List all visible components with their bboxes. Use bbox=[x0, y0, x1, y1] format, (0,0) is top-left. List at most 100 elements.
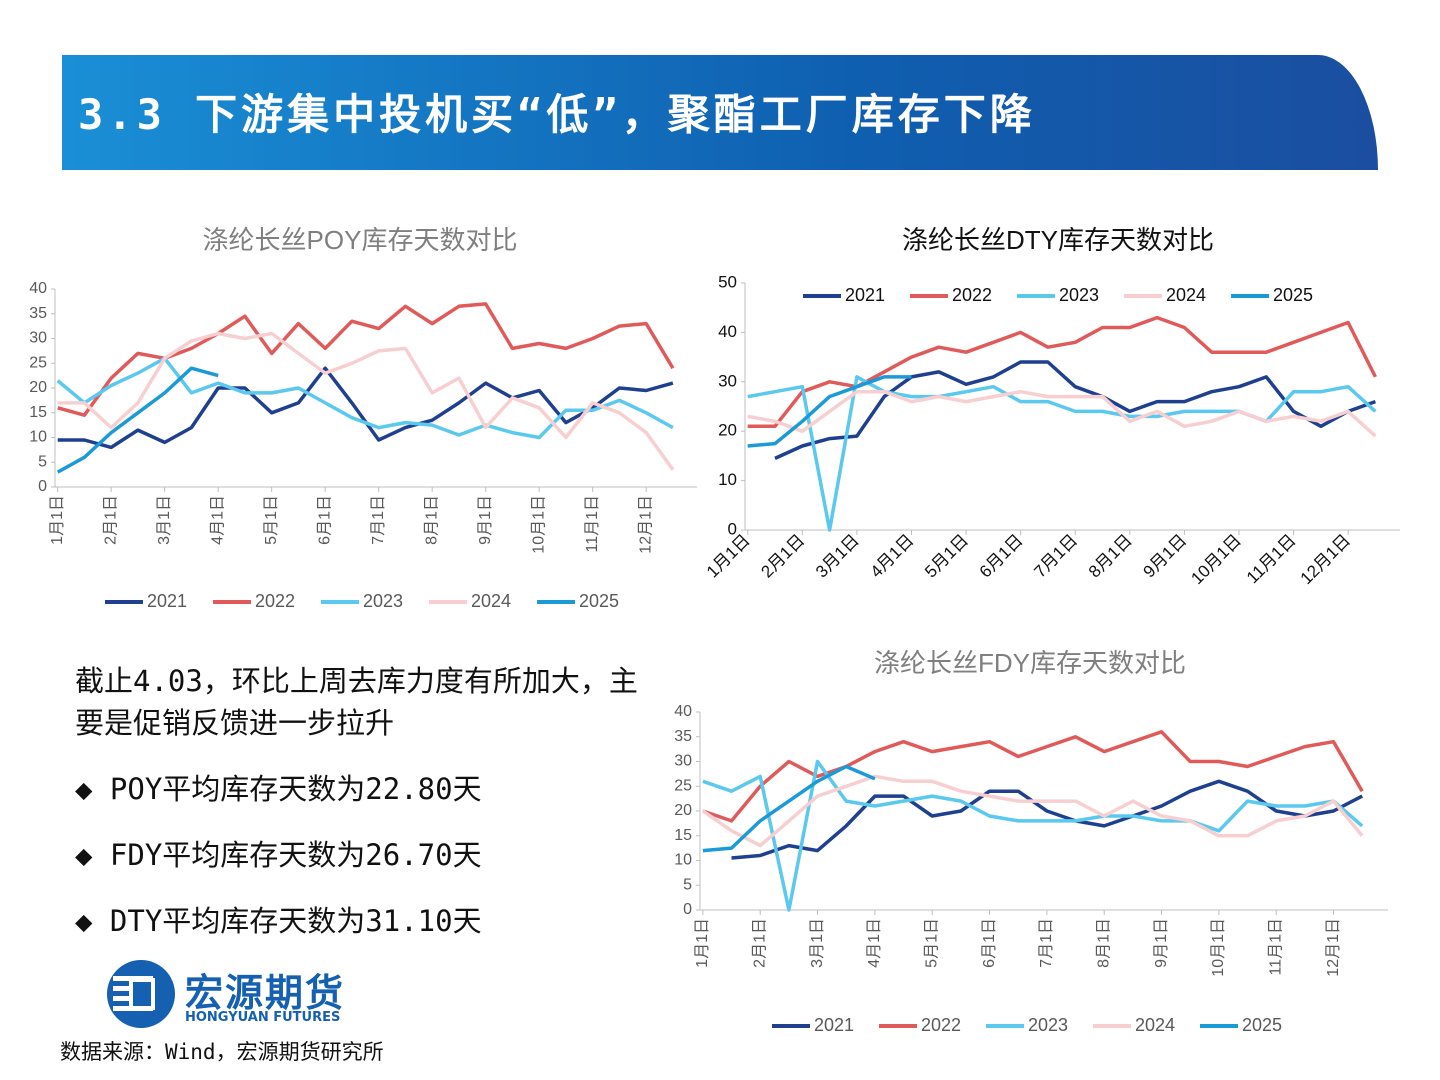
x-tick-label: 12月1日 bbox=[1297, 531, 1355, 589]
y-tick-label: 35 bbox=[674, 728, 692, 745]
y-tick-label: 10 bbox=[718, 470, 737, 489]
x-tick-label: 2月1日 bbox=[757, 531, 808, 582]
legend-label: 2022 bbox=[255, 591, 295, 611]
series-line bbox=[747, 389, 1377, 438]
series-line bbox=[747, 375, 1377, 532]
legend-label: 2025 bbox=[1273, 285, 1313, 305]
bullet: ◆ DTY平均库存天数为31.10天 bbox=[75, 904, 482, 938]
series-line bbox=[702, 759, 1364, 912]
legend-label: 2021 bbox=[845, 285, 885, 305]
x-tick-label: 4月1日 bbox=[867, 531, 918, 582]
y-tick-label: 40 bbox=[29, 280, 47, 297]
y-tick-label: 30 bbox=[29, 330, 47, 347]
x-tick-label: 10月1日 bbox=[1187, 531, 1245, 589]
x-tick-label: 6月1日 bbox=[976, 531, 1027, 582]
x-tick-label: 7月1日 bbox=[1038, 918, 1055, 968]
legend-label: 2025 bbox=[579, 591, 619, 611]
x-tick-label: 1月1日 bbox=[694, 918, 711, 968]
series-line bbox=[56, 366, 219, 474]
chart-title: 涤纶长丝FDY库存天数对比 bbox=[874, 648, 1186, 678]
x-tick-label: 7月1日 bbox=[1030, 531, 1081, 582]
x-tick-label: 9月1日 bbox=[1153, 918, 1170, 968]
y-tick-label: 30 bbox=[674, 753, 692, 770]
x-tick-label: 11月1日 bbox=[1243, 531, 1300, 588]
y-tick-label: 10 bbox=[674, 852, 692, 869]
y-tick-label: 50 bbox=[718, 272, 737, 291]
y-tick-label: 25 bbox=[674, 777, 692, 794]
y-tick-label: 35 bbox=[29, 305, 47, 322]
source: 数据来源：Wind，宏源期货研究所 bbox=[60, 1040, 384, 1064]
chart-title: 涤纶长丝POY库存天数对比 bbox=[203, 225, 518, 255]
logo-english: HONGYUAN FUTURES bbox=[185, 1010, 341, 1025]
legend-label: 2023 bbox=[363, 591, 403, 611]
y-tick-label: 5 bbox=[38, 453, 47, 470]
series-line bbox=[747, 315, 1377, 429]
legend-label: 2022 bbox=[921, 1015, 961, 1035]
series-line bbox=[731, 779, 1364, 860]
series-line bbox=[702, 730, 1364, 823]
series-line bbox=[57, 302, 675, 417]
legend-label: 2024 bbox=[1135, 1015, 1175, 1035]
x-tick-label: 7月1日 bbox=[370, 495, 387, 545]
x-tick-label: 6月1日 bbox=[316, 495, 333, 545]
y-tick-label: 20 bbox=[718, 421, 737, 440]
y-tick-label: 20 bbox=[674, 802, 692, 819]
x-tick-label: 8月1日 bbox=[1085, 531, 1136, 582]
legend-label: 2024 bbox=[471, 591, 511, 611]
x-tick-label: 5月1日 bbox=[263, 495, 280, 545]
y-tick-label: 0 bbox=[683, 901, 692, 918]
y-tick-label: 40 bbox=[674, 703, 692, 720]
chart-title: 涤纶长丝DTY库存天数对比 bbox=[902, 225, 1214, 255]
legend-label: 2025 bbox=[1242, 1015, 1282, 1035]
x-tick-label: 6月1日 bbox=[981, 918, 998, 968]
x-tick-label: 5月1日 bbox=[921, 531, 972, 582]
intro: 截止4.03，环比上周去库力度有所加大，主要是促销反馈进一步拉升 bbox=[75, 664, 638, 740]
y-tick-label: 25 bbox=[29, 354, 47, 371]
x-tick-label: 4月1日 bbox=[866, 918, 883, 968]
x-tick-label: 3月1日 bbox=[812, 531, 863, 582]
y-tick-label: 0 bbox=[728, 519, 737, 538]
x-tick-label: 11月1日 bbox=[1267, 918, 1284, 976]
y-tick-label: 30 bbox=[718, 371, 737, 390]
series-line bbox=[57, 331, 675, 471]
x-tick-label: 12月1日 bbox=[637, 495, 654, 554]
logo-name: 宏源期货 bbox=[185, 971, 346, 1015]
bullet: ◆ FDY平均库存天数为26.70天 bbox=[75, 838, 482, 872]
notes: 截止4.03，环比上周去库力度有所加大，主要是促销反馈进一步拉升 ◆ POY平均… bbox=[75, 660, 655, 942]
series-line bbox=[701, 774, 1364, 848]
y-tick-label: 40 bbox=[718, 322, 737, 341]
y-tick-label: 5 bbox=[683, 876, 692, 893]
slide-title: 3.3 下游集中投机买“低”，聚酯工厂库存下降 bbox=[78, 90, 1036, 139]
legend-label: 2023 bbox=[1059, 285, 1099, 305]
legend-label: 2021 bbox=[147, 591, 187, 611]
legend-label: 2023 bbox=[1028, 1015, 1068, 1035]
bullet: ◆ POY平均库存天数为22.80天 bbox=[75, 772, 482, 806]
series-line bbox=[702, 764, 876, 853]
series-line bbox=[747, 375, 912, 448]
x-tick-label: 3月1日 bbox=[809, 918, 826, 968]
series-line bbox=[56, 356, 674, 440]
title-banner: 3.3 下游集中投机买“低”，聚酯工厂库存下降 bbox=[62, 55, 1378, 170]
x-tick-label: 8月1日 bbox=[423, 495, 440, 545]
series-line bbox=[774, 360, 1376, 460]
x-tick-label: 12月1日 bbox=[1325, 918, 1342, 977]
x-tick-label: 11月1日 bbox=[584, 495, 601, 553]
x-tick-label: 2月1日 bbox=[751, 918, 768, 968]
legend-label: 2021 bbox=[814, 1015, 854, 1035]
legend-label: 2022 bbox=[952, 285, 992, 305]
y-tick-label: 15 bbox=[674, 827, 692, 844]
x-tick-label: 2月1日 bbox=[102, 495, 119, 545]
x-tick-label: 1月1日 bbox=[49, 495, 66, 545]
logo: 宏源期货 HONGYUAN FUTURES bbox=[105, 958, 365, 1030]
legend-label: 2024 bbox=[1166, 285, 1206, 305]
x-tick-label: 10月1日 bbox=[530, 495, 547, 554]
x-tick-label: 8月1日 bbox=[1095, 918, 1112, 968]
x-tick-label: 4月1日 bbox=[209, 495, 226, 545]
y-tick-label: 0 bbox=[38, 478, 47, 495]
y-tick-label: 20 bbox=[29, 379, 47, 396]
x-tick-label: 9月1日 bbox=[477, 495, 494, 545]
x-tick-label: 9月1日 bbox=[1140, 531, 1191, 582]
x-tick-label: 3月1日 bbox=[156, 495, 173, 545]
